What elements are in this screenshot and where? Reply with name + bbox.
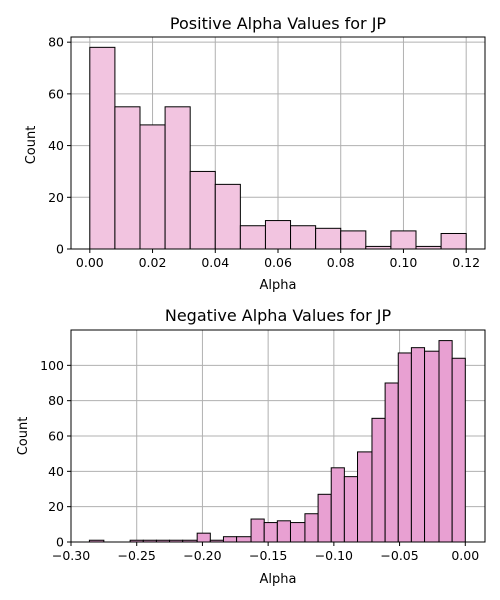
chart-negative-alpha: Negative Alpha Values for JP Alpha Count… [16, 306, 486, 587]
histogram-bar [304, 513, 319, 543]
histogram-bar [451, 357, 466, 543]
grid [71, 37, 485, 250]
histogram-bar [114, 106, 141, 250]
histogram-bar [250, 518, 265, 543]
histogram-bar [440, 232, 467, 250]
histogram-bar [371, 417, 386, 543]
y-axis-label: Count [24, 126, 39, 165]
x-tick-label: 0.04 [201, 255, 229, 270]
histogram-bar [236, 536, 252, 543]
x-tick-label: −0.10 [315, 548, 353, 563]
histogram-bar [222, 536, 238, 543]
x-tick-label: −0.05 [380, 548, 418, 563]
histogram-bar [196, 532, 211, 543]
histogram-bar [214, 183, 241, 250]
x-tick-label: −0.25 [118, 548, 156, 563]
x-tick-label: −0.30 [52, 548, 90, 563]
x-tick-label: 0.06 [264, 255, 292, 270]
y-tick-label: 60 [48, 86, 64, 101]
histogram-bar [317, 493, 332, 543]
y-axis-label: Count [16, 417, 31, 456]
x-tick-label: 0.12 [452, 255, 480, 270]
histogram-bar [424, 350, 440, 543]
histogram-bar [357, 451, 373, 543]
histogram-bar [276, 520, 291, 543]
y-tick-label: 80 [48, 35, 64, 50]
x-tick-label: 0.08 [327, 255, 355, 270]
x-tick-label: 0.00 [451, 548, 479, 563]
x-tick-label: 0.02 [139, 255, 167, 270]
y-tick-label: 0 [56, 535, 64, 550]
y-tick-label: 80 [48, 393, 64, 408]
histogram-bar [330, 467, 345, 543]
histogram-bar [189, 170, 216, 250]
histogram-bar [164, 106, 191, 250]
histogram-bar [289, 522, 306, 543]
histogram-bar [384, 382, 399, 543]
histogram-bars [88, 340, 466, 543]
histogram-bar [397, 352, 412, 543]
histogram-bar [290, 225, 317, 250]
y-tick-label: 100 [40, 358, 64, 373]
y-tick-label: 20 [48, 190, 64, 205]
histogram-bar [239, 225, 266, 250]
histogram-bar [340, 230, 367, 250]
x-axis-label: Alpha [260, 278, 297, 293]
histogram-bar [438, 340, 453, 543]
y-tick-label: 0 [56, 242, 64, 257]
histogram-bars [89, 46, 467, 250]
x-tick-label: 0.00 [76, 255, 104, 270]
histogram-bar [264, 220, 292, 250]
histogram-bar [343, 476, 359, 543]
histogram-bar [410, 347, 426, 543]
y-tick-label: 20 [48, 499, 64, 514]
chart-title: Negative Alpha Values for JP [165, 306, 392, 325]
x-tick-label: −0.20 [183, 548, 221, 563]
histogram-bar [263, 522, 278, 543]
x-tick-label: −0.15 [249, 548, 287, 563]
histogram-bar [315, 227, 342, 250]
chart-positive-alpha: Positive Alpha Values for JP Alpha Count… [24, 14, 486, 293]
histogram-bar [89, 46, 116, 250]
y-tick-label: 40 [48, 138, 64, 153]
histogram-bar [139, 124, 166, 250]
histogram-bar [390, 230, 417, 250]
chart-title: Positive Alpha Values for JP [170, 14, 387, 33]
y-tick-label: 40 [48, 464, 64, 479]
y-tick-label: 60 [48, 429, 64, 444]
x-tick-label: 0.10 [390, 255, 418, 270]
x-axis-label: Alpha [260, 572, 297, 587]
